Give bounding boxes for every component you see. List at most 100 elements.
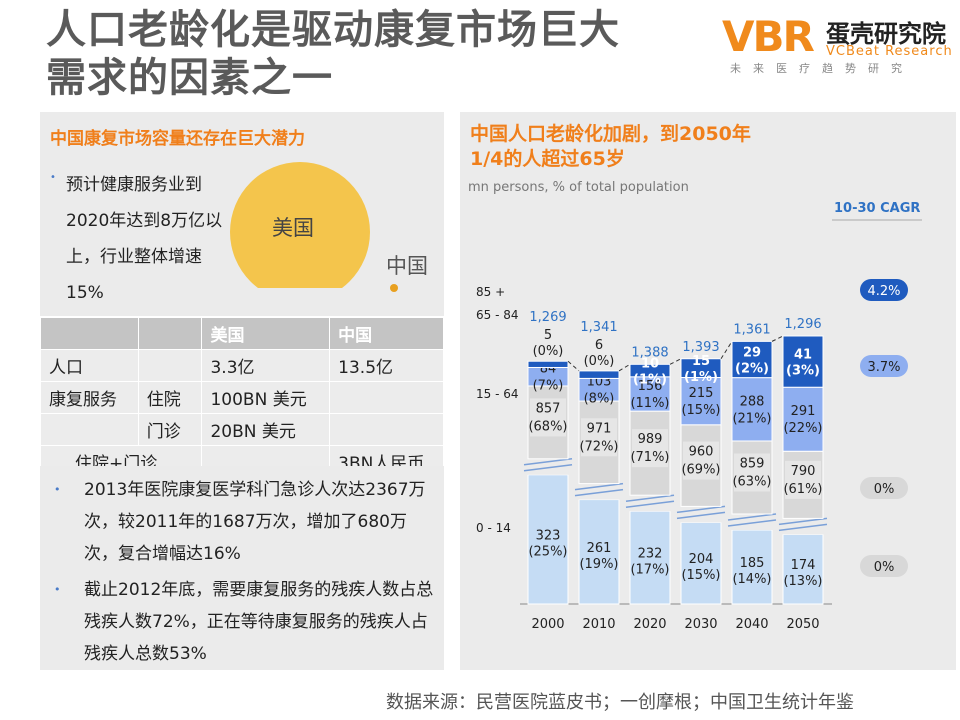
bar-segment-0-14: [629, 510, 671, 605]
axis-break-line: [676, 505, 726, 514]
cagr-value: 0%: [874, 560, 895, 575]
bar-value-label: 288: [740, 394, 765, 409]
table-header-cell: [137, 317, 203, 350]
bar-total-label: 1,388: [631, 345, 668, 360]
series-label: 85 +: [476, 285, 505, 299]
bar-segment-85-plus: [578, 370, 620, 379]
table-header-usa: 美国: [201, 317, 331, 350]
trend-connector: [567, 360, 580, 372]
bar-pct-label: (8%): [584, 392, 615, 407]
bar-pct-label: (63%): [732, 474, 771, 489]
vcbeat-logo: VBR 蛋壳研究院 VCBeat Research 未来医疗趋势研究: [722, 12, 958, 75]
bar-pct-label: (25%): [528, 544, 567, 559]
bar-value-label: 10: [641, 357, 659, 372]
cagr-badge: [860, 555, 908, 577]
bar-segment-0-14: [527, 474, 569, 605]
china-circle-label: 中国: [386, 254, 428, 278]
bar-value-label: 291: [791, 404, 816, 419]
bar-value-label: 5: [544, 328, 552, 343]
x-tick-label: 2020: [633, 617, 666, 632]
bar-value-label: 261: [587, 541, 612, 556]
bar-value-label: 960: [689, 445, 714, 460]
bar-segment-0-14: [782, 533, 824, 605]
table-header-row: 美国 中国: [40, 317, 444, 350]
market-bullet-text: 预计健康服务业到2020年达到8万亿以上，行业整体增速15%: [66, 175, 223, 303]
inpatient-usa: 100BN 美元: [201, 381, 331, 414]
chart-title: 中国人口老龄化加剧，到2050年 1/4的人超过65岁: [470, 123, 751, 170]
label-backdrop: [530, 398, 566, 437]
population-usa: 3.3亿: [201, 349, 331, 382]
bar-pct-label: (22%): [783, 421, 822, 436]
trend-connector: [720, 341, 733, 360]
bar-value-label: 790: [791, 464, 816, 479]
axis-break-line: [625, 500, 675, 508]
axis-break-line: [523, 458, 573, 466]
bar-total-label: 1,361: [733, 322, 770, 337]
bar-pct-label: (0%): [584, 354, 615, 369]
note-item: • 2013年医院康复医学科门急诊人次达2367万次，较2011年的1687万次…: [54, 474, 434, 570]
bar-pct-label: (1%): [633, 373, 667, 388]
bar-segment-0-14: [680, 521, 722, 605]
bar-pct-label: (68%): [528, 419, 567, 434]
series-label: 0 - 14: [476, 521, 511, 535]
bar-segment-0-14: [731, 529, 773, 605]
table-header-china: 中国: [329, 317, 444, 350]
bar-value-label: 989: [638, 432, 663, 447]
trend-connector: [669, 358, 682, 365]
cagr-badge: [860, 477, 908, 499]
bar-value-label: 204: [689, 552, 714, 567]
bar-value-label: 174: [791, 558, 816, 573]
axis-break-line: [574, 482, 624, 491]
table-row: 人口 3.3亿 13.5亿: [40, 349, 444, 382]
bar-pct-label: (1%): [684, 370, 718, 385]
label-backdrop: [581, 418, 617, 457]
bar-total-label: 1,269: [529, 310, 566, 325]
population-china: 13.5亿: [329, 349, 444, 382]
bar-value-label: 859: [740, 456, 765, 471]
bullet-icon: •: [54, 583, 61, 596]
bar-pct-label: (3%): [786, 364, 820, 379]
bar-pct-label: (61%): [783, 482, 822, 497]
row-label-inpatient: 住院: [137, 381, 203, 414]
axis-break-line: [778, 517, 828, 526]
page-title: 人口老龄化是驱动康复市场巨大 需求的因素之一: [46, 7, 620, 101]
table-row: 门诊 20BN 美元: [40, 413, 444, 446]
comparison-table: 美国 中国 人口 3.3亿 13.5亿 康复服务 住院 100BN 美元 门诊 …: [39, 317, 444, 478]
bar-pct-label: (21%): [732, 411, 771, 426]
population-stacked-bar-chart: 323(25%)857(68%)84(7%)(0%)51,2692000261(…: [476, 201, 922, 632]
bar-value-label: 857: [536, 401, 561, 416]
logo-cn: 蛋壳研究院: [826, 20, 946, 48]
axis-break-line: [727, 519, 777, 527]
cagr-badge: [860, 279, 908, 301]
bar-pct-label: (69%): [681, 463, 720, 478]
table-row: 康复服务 住院 100BN 美元: [40, 381, 444, 414]
bar-value-label: 41: [794, 348, 812, 363]
x-tick-label: 2050: [786, 617, 819, 632]
trend-connector: [618, 363, 631, 372]
chart-subtitle: mn persons, % of total population: [468, 180, 689, 195]
bar-segment-65-84: [629, 376, 671, 412]
bar-value-label: 29: [743, 346, 761, 361]
axis-break-line: [574, 488, 624, 497]
bar-total-label: 1,296: [784, 317, 821, 332]
bar-pct-label: (71%): [630, 450, 669, 465]
bar-value-label: 323: [536, 528, 561, 543]
x-tick-label: 2000: [531, 617, 564, 632]
bar-value-label: 971: [587, 421, 612, 436]
logo-en: VCBeat Research: [826, 44, 953, 59]
label-backdrop: [785, 460, 821, 499]
label-backdrop: [734, 453, 770, 492]
note-item: • 截止2012年底，需要康复服务的残疾人数占总残疾人数72%，正在等待康复服务…: [54, 574, 434, 670]
x-tick-label: 2030: [684, 617, 717, 632]
bar-pct-label: (15%): [681, 403, 720, 418]
bar-segment-85-plus: [629, 363, 671, 378]
trend-connector: [771, 335, 784, 342]
series-label: 15 - 64: [476, 387, 519, 401]
china-market-dot: [390, 284, 398, 292]
row-label-rehab: 康复服务: [40, 381, 139, 414]
bar-value-label: 185: [740, 556, 765, 571]
bar-total-label: 1,393: [682, 340, 719, 355]
label-backdrop: [683, 441, 719, 480]
bar-pct-label: (19%): [579, 557, 618, 572]
axis-break-line: [676, 511, 726, 520]
